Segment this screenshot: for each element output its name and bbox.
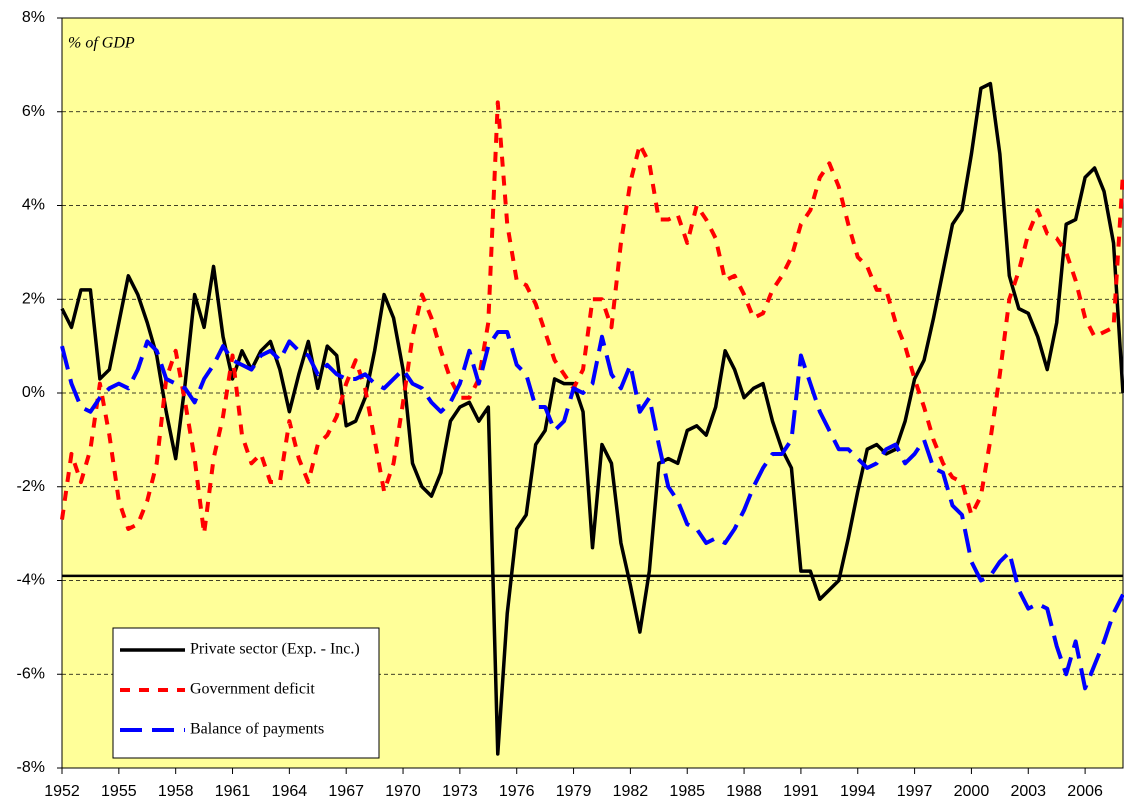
y-tick-label: 8% bbox=[22, 9, 45, 26]
x-tick-label: 1994 bbox=[840, 783, 876, 800]
x-tick-label: 2003 bbox=[1010, 783, 1046, 800]
x-tick-label: 1967 bbox=[328, 783, 364, 800]
y-tick-label: 2% bbox=[22, 290, 45, 307]
x-tick-label: 1970 bbox=[385, 783, 421, 800]
x-tick-label: 1958 bbox=[158, 783, 194, 800]
x-tick-label: 1961 bbox=[215, 783, 251, 800]
legend-label: Balance of payments bbox=[190, 721, 324, 738]
y-tick-label: 0% bbox=[22, 384, 45, 401]
x-tick-label: 1955 bbox=[101, 783, 137, 800]
series-line bbox=[60, 330, 1124, 691]
x-tick-label: 1952 bbox=[44, 783, 80, 800]
x-tick-label: 1973 bbox=[442, 783, 478, 800]
legend: Private sector (Exp. - Inc.) Government d… bbox=[112, 627, 380, 759]
legend-label: Government deficit bbox=[190, 681, 315, 698]
x-tick-label: 1997 bbox=[897, 783, 933, 800]
x-tick-label: 1964 bbox=[272, 783, 308, 800]
x-tick-label: 2000 bbox=[954, 783, 990, 800]
y-tick-label: -4% bbox=[17, 572, 45, 589]
x-tick-label: 1976 bbox=[499, 783, 535, 800]
lines bbox=[60, 81, 1124, 756]
annotation: % of GDP bbox=[68, 35, 135, 52]
y-tick-label: 6% bbox=[22, 103, 45, 120]
x-tick-label: 2006 bbox=[1067, 783, 1103, 800]
x-tick-label: 1991 bbox=[783, 783, 819, 800]
y-tick-label: -2% bbox=[17, 478, 45, 495]
x-tick-label: 1985 bbox=[669, 783, 705, 800]
y-tick-label: -6% bbox=[17, 665, 45, 682]
y-tick-label: -8% bbox=[17, 759, 45, 776]
series-line bbox=[60, 81, 1124, 756]
x-tick-label: 1979 bbox=[556, 783, 592, 800]
y-tick-label: 4% bbox=[22, 197, 45, 214]
series-line bbox=[60, 100, 1124, 536]
x-tick-label: 1982 bbox=[613, 783, 649, 800]
x-tick-label: 1988 bbox=[726, 783, 762, 800]
legend-label: Private sector (Exp. - Inc.) bbox=[190, 641, 360, 658]
